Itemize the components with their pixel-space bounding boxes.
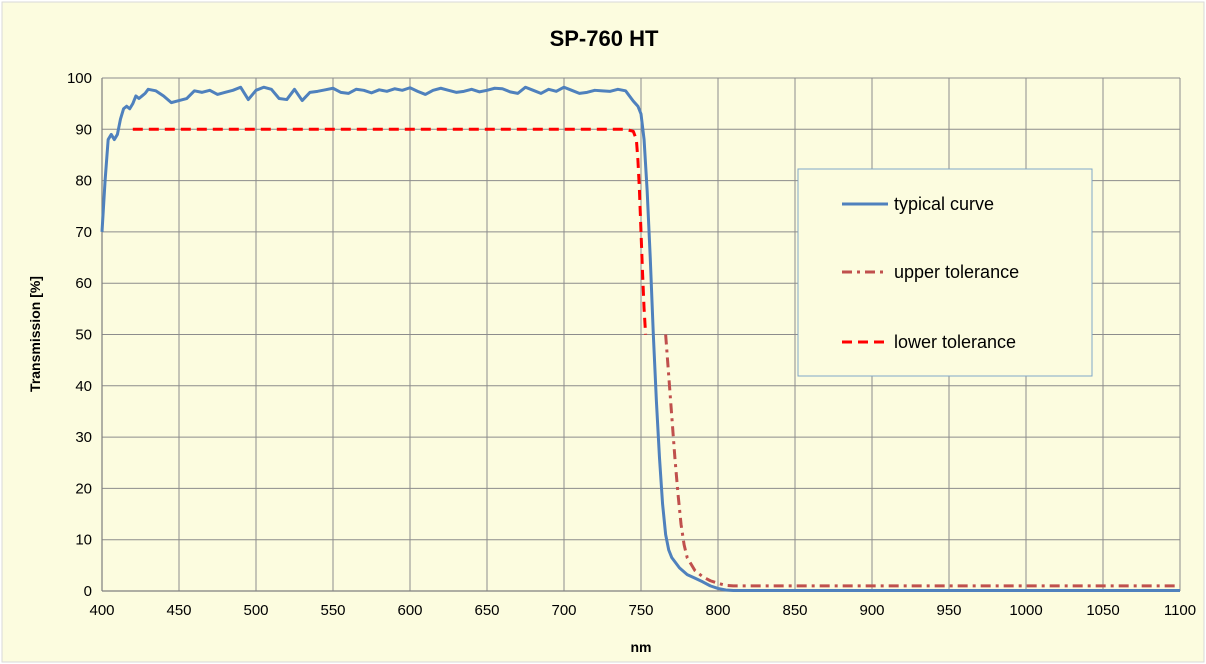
x-tick-label: 800: [705, 602, 730, 619]
y-tick-label: 60: [75, 275, 92, 292]
legend-label-typical-curve: typical curve: [894, 194, 994, 214]
x-tick-label: 750: [628, 602, 653, 619]
x-axis-title: nm: [631, 639, 652, 655]
x-tick-label: 900: [859, 602, 884, 619]
x-tick-label: 1000: [1009, 602, 1042, 619]
x-tick-label: 600: [397, 602, 422, 619]
chart-title: SP-760 HT: [550, 26, 659, 51]
y-tick-label: 50: [75, 327, 92, 344]
x-tick-label: 650: [474, 602, 499, 619]
y-tick-label: 90: [75, 121, 92, 138]
x-tick-label: 700: [551, 602, 576, 619]
x-tick-label: 850: [782, 602, 807, 619]
series-line-typical-curve: [100, 85, 1180, 592]
y-tick-label: 100: [67, 70, 92, 87]
series-line-upper-tolerance: [664, 334, 1180, 588]
y-tick-label: 80: [75, 173, 92, 190]
y-tick-label: 30: [75, 429, 92, 446]
y-tick-label: 40: [75, 378, 92, 395]
x-tick-label: 1100: [1164, 602, 1196, 619]
x-tick-label: 500: [243, 602, 268, 619]
legend-label-upper-tolerance: upper tolerance: [894, 262, 1019, 282]
y-axis-title: Transmission [%]: [27, 276, 43, 392]
x-tick-label: 1050: [1086, 602, 1119, 619]
legend: typical curve upper tolerance lower tole…: [797, 168, 1093, 377]
y-tick-label: 70: [75, 224, 92, 241]
legend-label-lower-tolerance: lower tolerance: [894, 332, 1016, 352]
x-tick-label: 450: [166, 602, 191, 619]
y-tick-label: 0: [84, 583, 92, 600]
y-tick-label: 10: [75, 532, 92, 549]
x-tick-label: 400: [89, 602, 114, 619]
tick-layer: 400 450 500 550 600 650 700 750 800 850 900 950 1000…: [67, 70, 1196, 619]
y-tick-label: 20: [75, 480, 92, 497]
series-layer: [100, 85, 1180, 592]
x-tick-label: 950: [936, 602, 961, 619]
series-line-lower-tolerance: [132, 127, 648, 335]
x-tick-label: 550: [320, 602, 345, 619]
